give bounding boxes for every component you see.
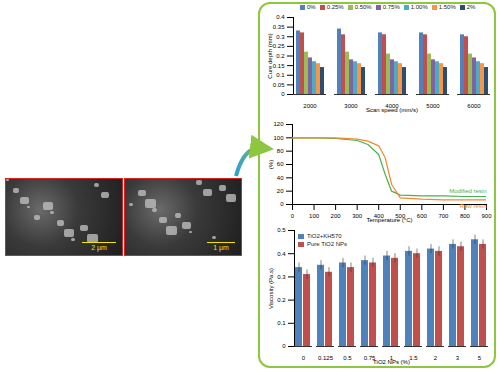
svg-text:0.05: 0.05: [273, 82, 285, 88]
svg-text:6000: 6000: [467, 103, 481, 109]
svg-text:Modified resin: Modified resin: [449, 188, 486, 194]
svg-text:40: 40: [277, 175, 284, 181]
svg-text:20: 20: [277, 188, 284, 194]
svg-text:3: 3: [456, 355, 460, 361]
svg-text:80: 80: [277, 148, 284, 154]
html-text:1.00%: 1.00%: [410, 4, 428, 10]
svg-text:Viscosity (Pa.s): Viscosity (Pa.s): [268, 268, 274, 309]
svg-text:0: 0: [302, 355, 306, 361]
svg-text:0.5: 0.5: [343, 355, 352, 361]
svg-text:0.2: 0.2: [277, 297, 286, 303]
svg-text:TiO2 NPs (%): TiO2 NPs (%): [373, 359, 410, 365]
html-text:2%: 2%: [466, 4, 476, 10]
html-text:TiO2+KH570: TiO2+KH570: [307, 233, 342, 239]
html-text:0%: 0%: [307, 4, 316, 10]
svg-text:0.3: 0.3: [277, 274, 286, 280]
svg-text:3000: 3000: [344, 103, 358, 109]
svg-text:60: 60: [277, 161, 284, 167]
html-text:1 μm: 1 μm: [213, 244, 229, 251]
svg-text:Raw resin: Raw resin: [460, 203, 487, 209]
html-text:Pure TiO2 NPs: Pure TiO2 NPs: [307, 241, 347, 247]
html-text:2 μm: 2 μm: [91, 244, 107, 251]
svg-text:Scan speed (mm/s): Scan speed (mm/s): [366, 107, 418, 113]
svg-text:(%): (%): [268, 160, 274, 169]
svg-text:Temperature (°C): Temperature (°C): [366, 217, 412, 223]
svg-text:0.4: 0.4: [277, 251, 286, 257]
svg-text:2: 2: [434, 355, 438, 361]
html-text:0.75%: 0.75%: [382, 4, 400, 10]
svg-text:5: 5: [478, 355, 482, 361]
html-text:1.50%: 1.50%: [438, 4, 456, 10]
svg-text:200: 200: [331, 213, 342, 219]
svg-text:0: 0: [280, 201, 284, 207]
svg-text:2000: 2000: [303, 103, 317, 109]
svg-text:100: 100: [309, 213, 320, 219]
svg-text:0.25: 0.25: [273, 43, 285, 49]
svg-text:5000: 5000: [426, 103, 440, 109]
svg-text:0.1: 0.1: [277, 320, 286, 326]
svg-text:0.4: 0.4: [276, 14, 285, 20]
svg-text:0.125: 0.125: [318, 355, 334, 361]
svg-text:0.75: 0.75: [363, 354, 376, 361]
svg-text:800: 800: [460, 213, 471, 219]
svg-text:100: 100: [273, 135, 284, 141]
svg-text:0.2: 0.2: [276, 53, 285, 59]
svg-text:0.35: 0.35: [273, 24, 285, 30]
svg-text:600: 600: [417, 213, 428, 219]
svg-text:0: 0: [282, 343, 286, 349]
html-text:0.25%: 0.25%: [326, 4, 344, 10]
svg-text:0.15: 0.15: [273, 63, 285, 69]
svg-text:0: 0: [281, 91, 285, 97]
svg-text:0.1: 0.1: [276, 72, 285, 78]
svg-text:0.5: 0.5: [277, 227, 286, 233]
svg-text:700: 700: [438, 213, 449, 219]
svg-text:120: 120: [273, 121, 284, 127]
svg-text:0: 0: [291, 213, 295, 219]
svg-text:0.3: 0.3: [276, 34, 285, 40]
svg-text:900: 900: [481, 213, 492, 219]
html-text:0.50%: 0.50%: [354, 4, 372, 10]
svg-text:300: 300: [352, 213, 363, 219]
svg-text:Cure depth (mm): Cure depth (mm): [267, 33, 273, 78]
svg-text:1.5: 1.5: [409, 355, 418, 361]
